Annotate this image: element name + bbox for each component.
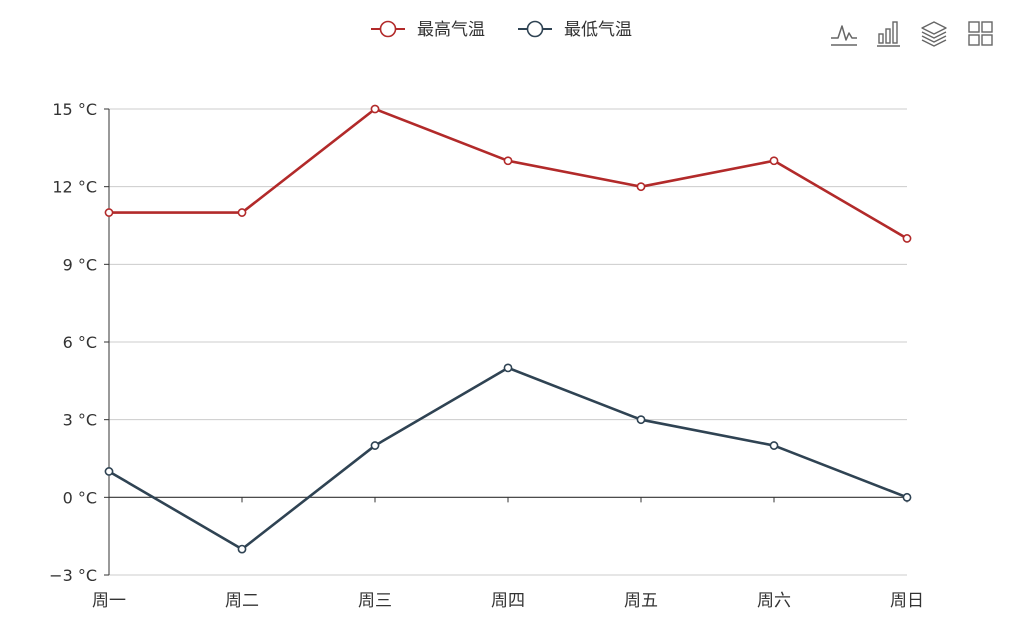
y-tick-label: 9 °C [63, 255, 97, 274]
data-point[interactable] [370, 104, 380, 114]
y-tick-label: 15 °C [52, 100, 97, 119]
x-tick-label: 周四 [491, 591, 525, 611]
series-layer [104, 104, 912, 554]
y-tick-label: −3 °C [49, 566, 97, 585]
data-point[interactable] [503, 156, 513, 166]
tiled-icon[interactable] [968, 21, 993, 46]
legend-circle-icon [526, 20, 544, 38]
legend-item-max[interactable]: 最高气温 [371, 20, 485, 40]
y-tick-label: 6 °C [63, 333, 97, 352]
y-tick-label: 0 °C [63, 488, 97, 507]
data-point[interactable] [503, 363, 513, 373]
data-point[interactable] [237, 208, 247, 217]
legend-circle-icon [379, 20, 397, 38]
legend-label: 最高气温 [417, 20, 485, 40]
y-tick-label: 12 °C [52, 178, 97, 197]
data-point[interactable] [104, 208, 114, 217]
grid-lines [109, 108, 907, 576]
data-point[interactable] [370, 441, 380, 450]
legend-label: 最低气温 [564, 20, 632, 40]
bar-chart-icon[interactable] [877, 21, 900, 47]
x-tick-label: 周二 [225, 591, 259, 611]
line-chart-icon[interactable] [831, 25, 857, 46]
series-line-max [107, 107, 909, 240]
x-tick-label: 周日 [890, 591, 924, 611]
y-tick-label: 3 °C [63, 411, 97, 430]
data-point[interactable] [902, 234, 912, 243]
data-point[interactable] [636, 415, 646, 425]
x-tick-label: 周五 [624, 591, 658, 611]
data-point[interactable] [104, 467, 114, 476]
x-tick-label: 周六 [757, 591, 791, 611]
legend-item-min[interactable]: 最低气温 [518, 20, 632, 40]
series-line-min [107, 366, 909, 551]
axes: 15 °C 12 °C 9 °C 6 °C 3 °C 0 °C −3 °C 周一 周二 周三 周四 周… [49, 100, 924, 611]
data-point[interactable] [769, 441, 779, 450]
data-point[interactable] [636, 182, 646, 192]
x-tick-label: 周三 [358, 591, 392, 611]
stack-icon[interactable] [921, 21, 947, 47]
data-point[interactable] [902, 492, 912, 502]
data-point[interactable] [769, 156, 779, 166]
data-point[interactable] [237, 544, 247, 554]
toolbox[interactable] [831, 21, 993, 47]
x-tick-label: 周一 [92, 591, 126, 611]
legend[interactable]: 最高气温 最低气温 [371, 20, 632, 40]
